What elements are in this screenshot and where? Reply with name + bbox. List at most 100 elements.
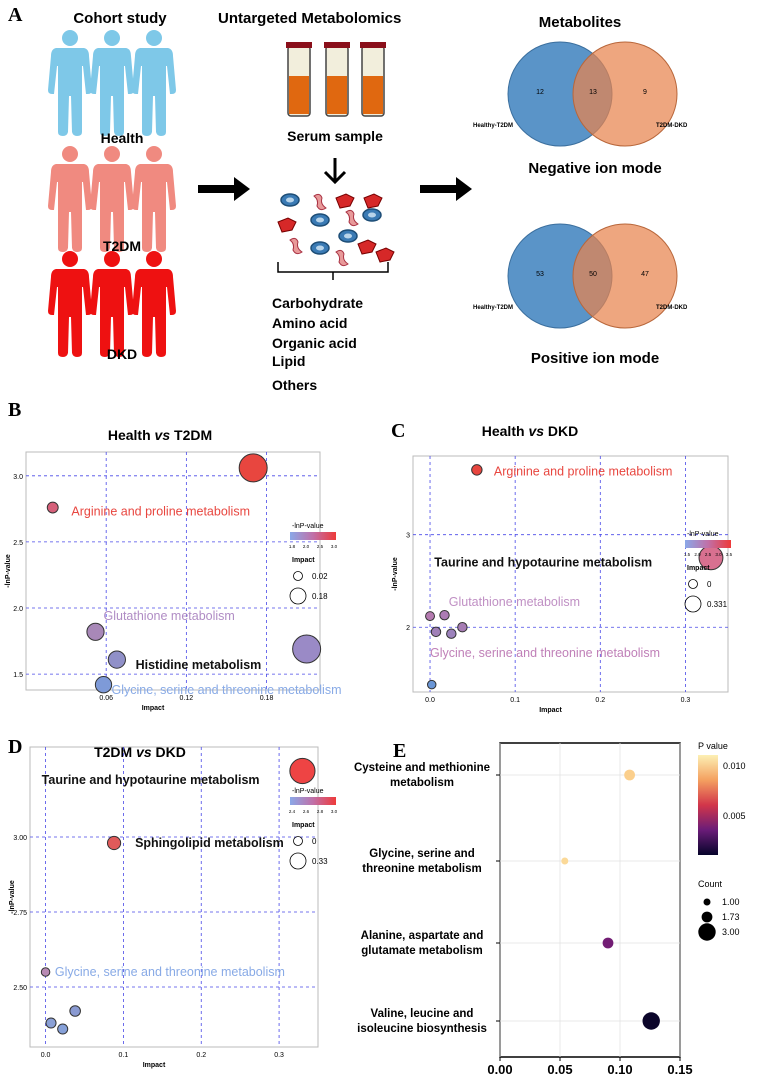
arrow-right-icon bbox=[198, 177, 250, 201]
arrow-right-icon bbox=[420, 177, 472, 201]
category-label: isoleucine biosynthesis bbox=[357, 1023, 487, 1035]
legend-color-title: -lnP-value bbox=[687, 531, 719, 538]
group-label-dkd: DKD bbox=[106, 346, 138, 362]
x-tick-label: 0.00 bbox=[487, 1062, 512, 1077]
data-point bbox=[426, 679, 437, 690]
dkd-figures bbox=[48, 251, 176, 357]
chart-title: T2DM vs DKD bbox=[94, 744, 186, 760]
class-organic-acid: Organic acid bbox=[272, 335, 357, 351]
chart-title-part: DKD bbox=[152, 744, 186, 760]
x-tick-label: 0.3 bbox=[681, 697, 691, 704]
data-point bbox=[561, 857, 569, 865]
legend-color-tick: 0.005 bbox=[723, 811, 746, 821]
data-point bbox=[94, 676, 113, 694]
arrow-down-icon bbox=[323, 158, 347, 185]
data-point bbox=[45, 1017, 57, 1029]
category-label: threonine metabolism bbox=[362, 863, 482, 875]
legend-size-label: 1.00 bbox=[722, 897, 740, 907]
pathway-label: Histidine metabolism bbox=[136, 658, 262, 672]
legend-size-label: 0.18 bbox=[312, 592, 328, 601]
plot-frame bbox=[29, 746, 319, 1048]
chart-title: Health vs DKD bbox=[482, 423, 579, 439]
class-carbohydrate: Carbohydrate bbox=[272, 295, 364, 311]
pathway-label: Taurine and hypotaurine metabolism bbox=[42, 773, 260, 787]
panel-a-graphics bbox=[48, 30, 678, 357]
x-tick-label: 0.06 bbox=[99, 695, 113, 702]
chart-title: Health vs T2DM bbox=[108, 427, 212, 443]
legend-size-large bbox=[684, 595, 702, 613]
data-point bbox=[46, 501, 59, 514]
data-point bbox=[457, 621, 468, 633]
legend-size-label: 0.33 bbox=[312, 857, 328, 866]
legend-size-large bbox=[289, 852, 307, 870]
legend-size-small bbox=[688, 579, 698, 589]
legend-size-label: 0 bbox=[707, 580, 712, 589]
data-point bbox=[425, 611, 436, 622]
legend-size-label: 0.331 bbox=[707, 600, 728, 609]
pathway-label: Taurine and hypotaurine metabolism bbox=[434, 555, 652, 569]
y-axis-label: -lnP-value bbox=[9, 880, 16, 914]
legend-color-tick: 2.6 bbox=[303, 809, 310, 814]
x-tick-label: 0.1 bbox=[119, 1052, 129, 1059]
data-point bbox=[289, 757, 316, 785]
metabolites-title: Metabolites bbox=[538, 14, 622, 31]
pathway-label: Sphingolipid metabolism bbox=[135, 836, 284, 850]
x-tick-label: 0.2 bbox=[595, 697, 605, 704]
legend-color-title: P value bbox=[698, 741, 728, 751]
y-axis-label: -lnP-value bbox=[392, 557, 399, 591]
legend-size-title: Impact bbox=[292, 557, 315, 564]
chart-c: Health vs DKD 0.0 0.1 0.2 0.3 2 3 Impact -lnP-va… bbox=[392, 423, 733, 714]
x-tick-label: 0.1 bbox=[510, 697, 520, 704]
y-tick-label: 3.00 bbox=[13, 835, 27, 842]
x-tick-label: 0.05 bbox=[547, 1062, 572, 1077]
y-tick-label: 2.5 bbox=[13, 540, 23, 547]
pathway-label: Arginine and proline metabolism bbox=[71, 505, 250, 519]
x-tick-label: 0.10 bbox=[607, 1062, 632, 1077]
panel-letter-e: E bbox=[393, 740, 407, 762]
x-tick-label: 0.12 bbox=[180, 695, 194, 702]
serum-tubes bbox=[286, 42, 386, 117]
class-lipid: Lipid bbox=[272, 353, 306, 369]
y-tick-label: 3.0 bbox=[13, 474, 23, 481]
y-tick-label: 2.0 bbox=[13, 606, 23, 613]
venn-neg-right-label: T2DM-DKD bbox=[656, 123, 688, 129]
legend-color-tick: 2.4 bbox=[289, 809, 296, 814]
pathway-label: Glutathione metabolism bbox=[104, 609, 235, 623]
legend-colorbar bbox=[290, 532, 336, 540]
venn-pos-left-label: Healthy-T2DM bbox=[473, 305, 514, 311]
data-point bbox=[107, 650, 126, 669]
x-tick-label: 0.2 bbox=[196, 1052, 206, 1059]
data-point bbox=[624, 769, 635, 781]
legend-color-tick: 2.8 bbox=[317, 809, 324, 814]
legend-color-title: -lnP-value bbox=[292, 788, 324, 795]
chart-title-part: vs bbox=[528, 423, 544, 439]
legend-size-label: 1.73 bbox=[722, 912, 740, 922]
chart-title-part: Health bbox=[108, 427, 155, 443]
chart-title-part: vs bbox=[136, 744, 152, 760]
legend-color-tick: 1.5 bbox=[684, 552, 691, 557]
category-label: Valine, leucine and bbox=[371, 1008, 474, 1020]
category-label: glutamate metabolism bbox=[361, 945, 482, 957]
x-axis-label: Impact bbox=[142, 705, 165, 712]
venn-neg-right-count: 9 bbox=[643, 89, 647, 96]
data-point bbox=[292, 634, 322, 664]
chart-title-part: T2DM bbox=[170, 427, 212, 443]
pathway-label: Glutathione metabolism bbox=[449, 595, 580, 609]
category-label: Glycine, serine and bbox=[369, 848, 474, 860]
venn-pos-overlap-count: 50 bbox=[589, 271, 597, 278]
chart-b: Health vs T2DM 0.06 0.12 0.18 1.5 2.0 2.5 3.0 Im… bbox=[5, 427, 342, 712]
data-point bbox=[471, 464, 483, 476]
legend-size-small bbox=[293, 836, 303, 846]
legend-size-dot bbox=[698, 923, 716, 941]
health-figures bbox=[48, 30, 176, 136]
legend-color-tick: 3.0 bbox=[331, 544, 338, 549]
legend-size-title: Count bbox=[698, 879, 723, 889]
venn-neg-overlap-count: 13 bbox=[589, 89, 597, 96]
panel-letter-d: D bbox=[8, 736, 23, 758]
data-point bbox=[40, 967, 51, 977]
group-label-health: Health bbox=[100, 130, 144, 146]
legend-colorbar bbox=[290, 797, 336, 805]
data-point bbox=[86, 622, 105, 641]
bracket bbox=[277, 262, 389, 280]
